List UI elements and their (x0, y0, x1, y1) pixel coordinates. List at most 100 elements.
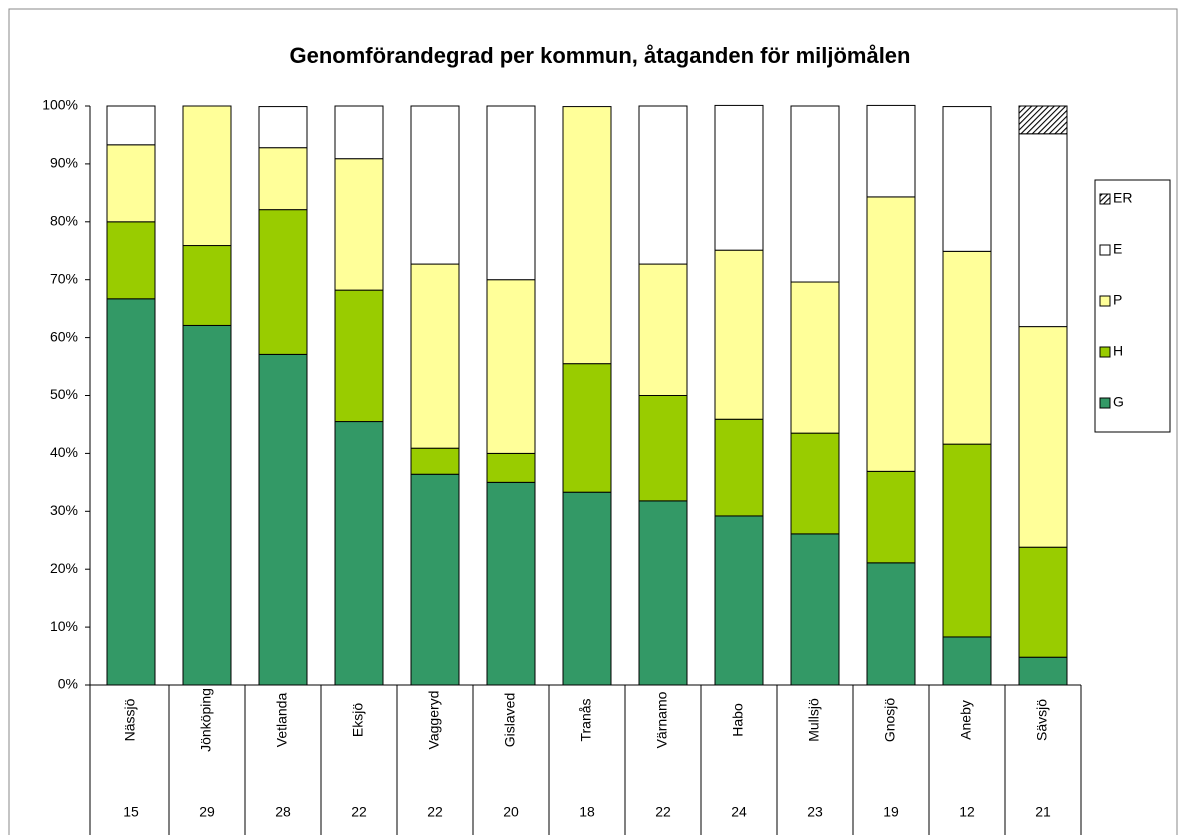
bar-segment (638, 500, 688, 686)
x-tick-label: Vaggeryd (426, 691, 442, 750)
bar-segment (790, 432, 840, 535)
y-tick-label: 90% (50, 155, 78, 171)
x-tick-label: Värnamo (654, 691, 670, 748)
bar-segment (562, 363, 612, 493)
category-count: 28 (275, 804, 291, 820)
bar-segment (410, 473, 460, 686)
bar-segment (486, 452, 536, 483)
category-count: 19 (883, 804, 899, 820)
legend-swatch (1099, 295, 1111, 307)
bar-segment (486, 279, 536, 454)
bar-segment (790, 281, 840, 434)
category-count: 15 (123, 804, 139, 820)
x-tick-label: Jönköping (198, 688, 214, 752)
bar-segment (866, 196, 916, 472)
bar-segment (106, 144, 156, 223)
x-tick-label: Nässjö (122, 698, 138, 741)
bar-segment (258, 353, 308, 686)
bar-segment (638, 105, 688, 265)
bar-segment (182, 245, 232, 326)
bar-segment (714, 249, 764, 420)
y-tick-label: 60% (50, 328, 78, 344)
chart-title: Genomförandegrad per kommun, åtaganden f… (290, 43, 911, 68)
legend-swatch (1099, 346, 1111, 358)
y-tick-label: 10% (50, 618, 78, 634)
y-tick-label: 20% (50, 560, 78, 576)
bar-segment (942, 636, 992, 686)
x-tick-label: Sävsjö (1034, 699, 1050, 741)
legend-label: P (1113, 292, 1122, 308)
bar-segment (942, 250, 992, 445)
category-count: 18 (579, 804, 595, 820)
bar-segment (1018, 656, 1068, 686)
category-count: 24 (731, 804, 747, 820)
legend-label: ER (1113, 190, 1132, 206)
bar-segment (714, 418, 764, 517)
x-tick-label: Gnosjö (882, 698, 898, 743)
x-tick-label: Vetlanda (274, 693, 290, 748)
y-tick-label: 70% (50, 270, 78, 286)
bar-segment (334, 105, 384, 160)
bar-segment (714, 515, 764, 686)
category-count: 21 (1035, 804, 1051, 820)
legend-swatch (1099, 193, 1111, 205)
category-count: 22 (351, 804, 367, 820)
bar-segment (486, 105, 536, 281)
bar-segment (714, 104, 764, 251)
bar-segment (790, 105, 840, 283)
y-tick-label: 100% (42, 97, 78, 113)
bar-segment (1018, 326, 1068, 548)
bar-segment (638, 263, 688, 396)
legend-swatch (1099, 397, 1111, 409)
legend-label: H (1113, 343, 1123, 359)
legend-label: G (1113, 394, 1124, 410)
bar-segment (790, 533, 840, 686)
bar-segment (334, 289, 384, 423)
y-tick-label: 50% (50, 386, 78, 402)
category-count: 29 (199, 804, 215, 820)
x-tick-label: Habo (730, 703, 746, 737)
bar-segment (942, 106, 992, 252)
bar-segment (866, 470, 916, 564)
x-tick-label: Gislaved (502, 693, 518, 747)
bar-segment (866, 562, 916, 686)
category-count: 23 (807, 804, 823, 820)
y-tick-label: 0% (58, 676, 78, 692)
category-count: 22 (427, 804, 443, 820)
bar-segment (182, 105, 232, 247)
bar-segment (866, 104, 916, 198)
bar-segment (486, 481, 536, 686)
bar-segment (1018, 105, 1068, 135)
bar-segment (1018, 546, 1068, 658)
bar-segment (334, 158, 384, 291)
y-tick-label: 30% (50, 502, 78, 518)
bar-segment (106, 221, 156, 300)
x-tick-label: Tranås (578, 698, 594, 741)
bar-segment (334, 421, 384, 686)
legend-swatch (1099, 244, 1111, 256)
y-tick-label: 40% (50, 444, 78, 460)
x-tick-label: Eksjö (350, 703, 366, 737)
y-tick-label: 80% (50, 213, 78, 229)
category-count: 20 (503, 804, 519, 820)
bar-segment (258, 106, 308, 149)
bar-segment (258, 209, 308, 355)
bar-segment (410, 263, 460, 449)
bar-segment (638, 395, 688, 502)
x-tick-label: Aneby (958, 700, 974, 740)
bar-segment (182, 324, 232, 686)
bar-segment (1018, 133, 1068, 328)
category-count: 12 (959, 804, 975, 820)
bar-segment (106, 298, 156, 686)
x-tick-label: Mullsjö (806, 698, 822, 742)
bar-segment (106, 105, 156, 146)
bar-segment (410, 447, 460, 475)
bar-segment (258, 147, 308, 211)
bar-segment (410, 105, 460, 265)
legend-label: E (1113, 241, 1122, 257)
bar-segment (942, 443, 992, 638)
bar-segment (562, 491, 612, 686)
bar-segment (562, 106, 612, 365)
category-count: 22 (655, 804, 671, 820)
